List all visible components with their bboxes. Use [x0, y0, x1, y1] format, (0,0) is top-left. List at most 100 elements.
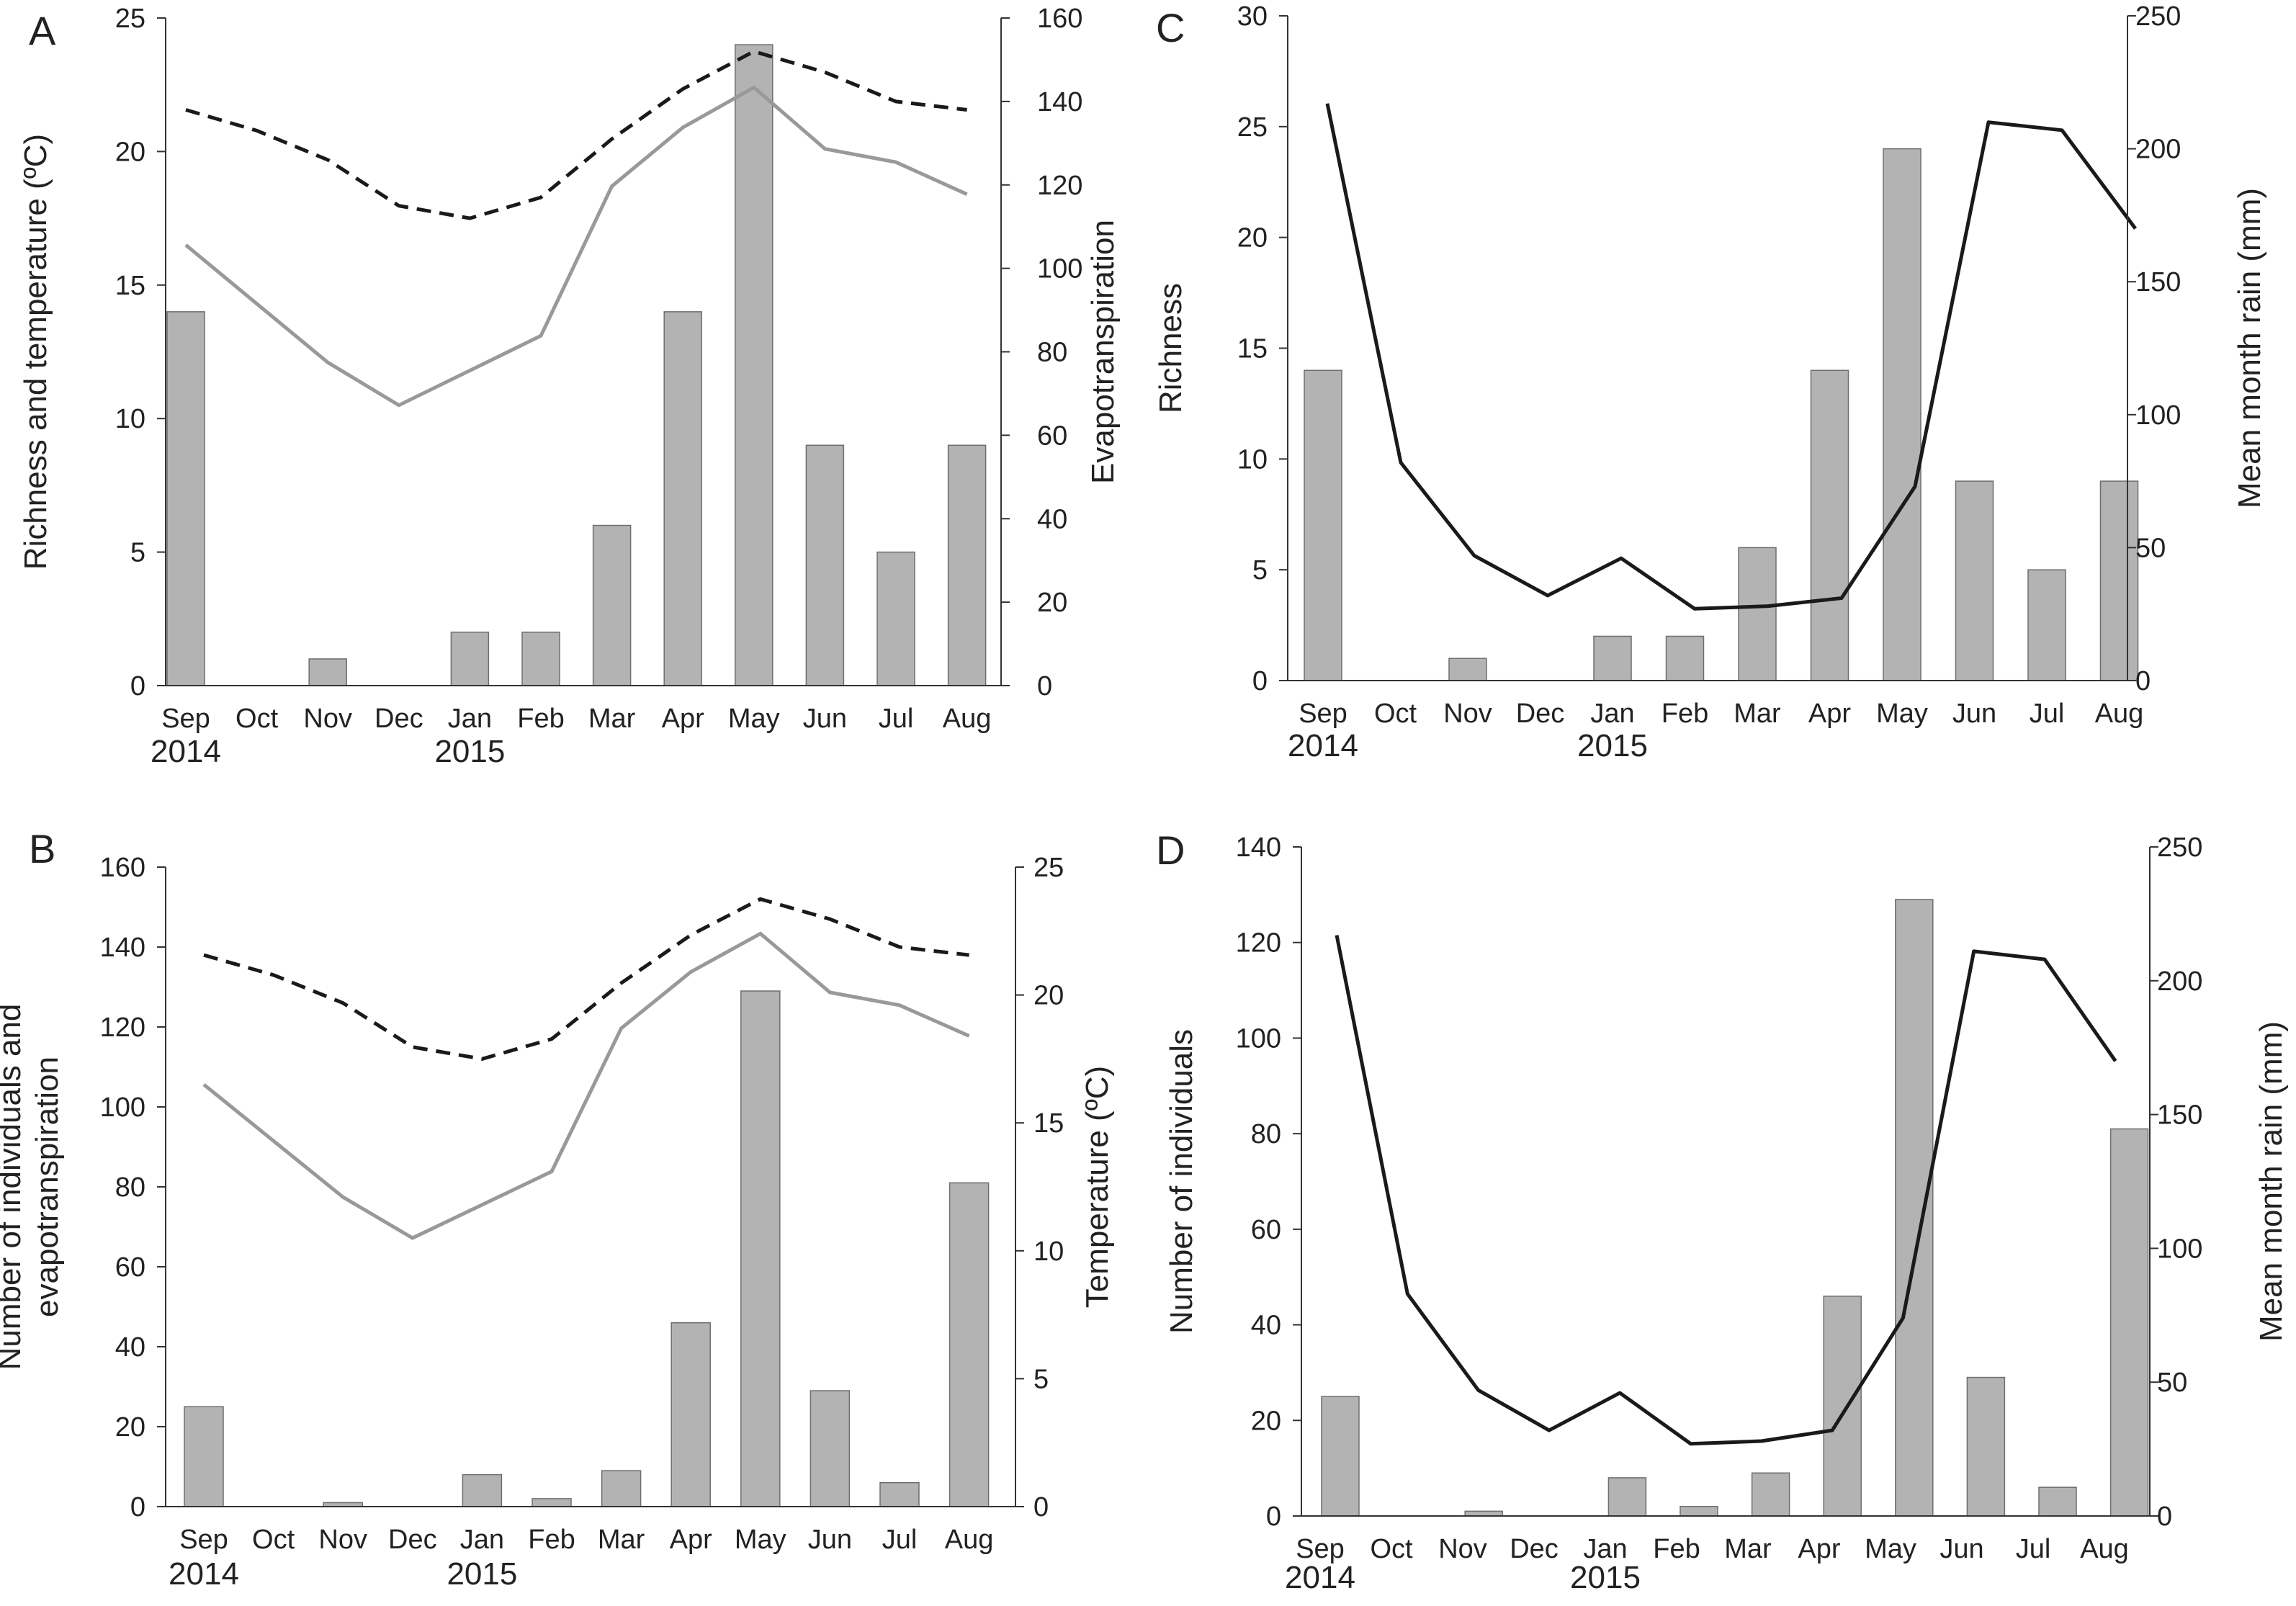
right-tick-label: 100 [2135, 400, 2181, 431]
bar-aug [2109, 1128, 2149, 1517]
month-label: Jun [803, 704, 847, 734]
right-tick-label: 80 [1037, 338, 1067, 368]
left-tick-label: 5 [1252, 555, 1268, 586]
year-label: 2015 [1570, 1560, 1641, 1595]
month-label: Dec [1516, 699, 1565, 729]
panel-letter: B [29, 826, 55, 871]
month-label: Apr [662, 704, 704, 734]
bar-jul [2038, 1486, 2077, 1517]
month-label: Jan [460, 1525, 504, 1555]
left-tick-label: 100 [100, 1093, 145, 1123]
bar-apr [671, 1322, 711, 1507]
left-tick-label: 140 [100, 933, 145, 963]
bar-sep [184, 1406, 224, 1507]
left-axis-title: Richness and temperature (ºC) [18, 134, 53, 570]
month-label: Jan [1590, 699, 1634, 729]
month-label: Jul [879, 704, 914, 734]
left-tick-label: 140 [1236, 833, 1281, 863]
left-tick-label: 10 [115, 404, 145, 434]
bar-mar [1751, 1472, 1790, 1517]
month-label: Sep [1299, 699, 1347, 729]
right-tick-label: 5 [1033, 1364, 1049, 1394]
month-label: Mar [598, 1525, 645, 1555]
left-tick-label: 0 [130, 1492, 145, 1522]
bar-jan [450, 632, 490, 686]
right-tick-label: 100 [2157, 1234, 2202, 1264]
left-tick-label: 60 [1251, 1215, 1281, 1245]
panel-c: C 0 5 10 15 20 25 30 0 50 100 150 200 250 Sep Oct Nov Dec… [1153, 1, 2267, 763]
right-tick-label: 20 [1037, 588, 1067, 618]
right-axis-title: Evapotranspiration [1085, 220, 1121, 484]
left-axis-title: Number of individuals [1164, 1029, 1199, 1334]
bar-apr [663, 311, 702, 686]
left-tick-label: 0 [1266, 1502, 1281, 1532]
bar-may [1895, 899, 1934, 1517]
right-axis-title: Temperature (ºC) [1080, 1066, 1115, 1308]
bar-aug [949, 1182, 990, 1507]
month-label: Sep [161, 704, 210, 734]
month-label: Mar [1724, 1534, 1772, 1564]
month-label: Aug [2080, 1534, 2129, 1564]
bar-jul [876, 551, 915, 686]
bar-may [1883, 148, 1921, 681]
right-tick-label: 60 [1037, 421, 1067, 451]
month-label: Jul [2030, 699, 2065, 729]
left-tick-label: 20 [1237, 223, 1268, 254]
left-tick-label: 120 [100, 1013, 145, 1043]
right-tick-label: 0 [1037, 671, 1052, 701]
month-label: Oct [1374, 699, 1417, 729]
bar-jan [1607, 1477, 1647, 1517]
panel-letter: D [1156, 827, 1185, 873]
month-label: Feb [528, 1525, 575, 1555]
bar-apr [1810, 369, 1849, 681]
year-label: 2015 [434, 734, 505, 769]
left-tick-label: 80 [1251, 1119, 1281, 1149]
panel-b: B 0 20 40 60 80 100 120 140 160 0 5 10 15 20 25 Sep Oct No… [0, 826, 1115, 1592]
left-tick-label: 5 [130, 538, 145, 568]
year-label: 2014 [169, 1556, 239, 1592]
left-tick-label: 15 [1237, 334, 1268, 364]
panel-letter: A [29, 8, 56, 53]
month-label: Nov [303, 704, 352, 734]
year-label: 2014 [1288, 728, 1358, 763]
right-tick-label: 25 [1033, 853, 1064, 883]
bar-mar [601, 1470, 642, 1507]
bar-nov [308, 658, 347, 686]
month-label: Jun [1940, 1534, 1983, 1564]
bar-jun [805, 444, 845, 686]
bar-sep [166, 311, 205, 686]
bar-feb [1680, 1505, 1718, 1517]
right-tick-label: 200 [2135, 135, 2181, 165]
bar-mar [1738, 547, 1777, 681]
left-tick-label: 20 [115, 1412, 145, 1443]
rain-line [1335, 935, 2117, 1446]
right-tick-label: 150 [2157, 1100, 2202, 1131]
bar-nov [1448, 658, 1487, 681]
left-tick-label: 40 [1251, 1311, 1281, 1341]
month-label: Nov [318, 1525, 367, 1555]
right-tick-label: 0 [2157, 1502, 2172, 1532]
left-tick-label: 10 [1237, 444, 1268, 475]
month-label: May [735, 1525, 786, 1555]
month-label: Feb [1653, 1534, 1700, 1564]
month-label: Jul [882, 1525, 918, 1555]
right-tick-label: 140 [1037, 87, 1082, 117]
bar-jul [879, 1481, 920, 1507]
month-label: May [728, 704, 780, 734]
panel-letter: C [1156, 5, 1185, 50]
right-tick-label: 250 [2157, 833, 2202, 863]
month-label: Dec [388, 1525, 437, 1555]
bar-feb [532, 1498, 572, 1507]
month-label: Mar [588, 704, 636, 734]
right-tick-label: 0 [2135, 666, 2151, 696]
bar-jan [1593, 635, 1632, 681]
right-tick-label: 10 [1033, 1237, 1064, 1267]
month-label: Apr [1808, 699, 1851, 729]
year-label: 2015 [447, 1556, 517, 1592]
left-tick-label: 20 [1251, 1406, 1281, 1436]
right-tick-label: 150 [2135, 267, 2181, 297]
left-tick-label: 0 [1252, 666, 1268, 696]
month-label: Dec [375, 704, 423, 734]
bar-mar [592, 524, 632, 686]
